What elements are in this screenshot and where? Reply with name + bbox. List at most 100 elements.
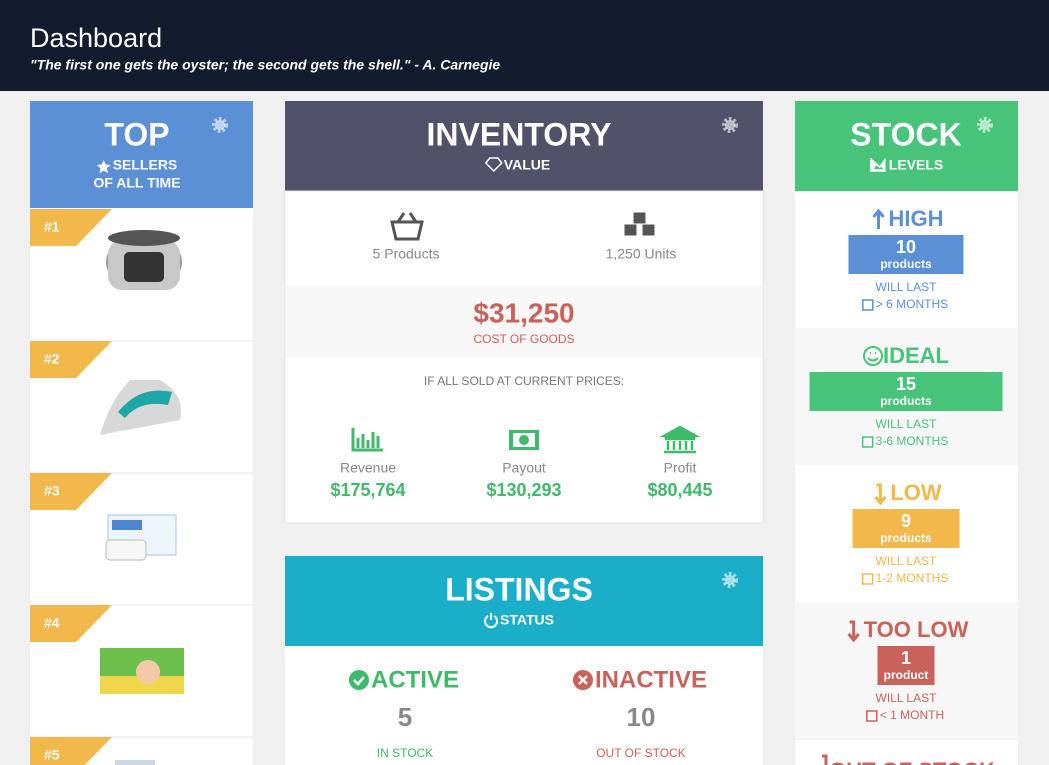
status-count: 5 xyxy=(398,702,412,732)
rank-ribbon xyxy=(30,737,112,765)
shape xyxy=(136,660,160,684)
rank-ribbon xyxy=(30,605,112,642)
settings-icon-core xyxy=(215,120,225,130)
settings-icon-core xyxy=(980,120,990,130)
quote: "The first one gets the oyster; the seco… xyxy=(30,57,500,73)
metric-value: $175,764 xyxy=(330,480,405,500)
calendar-icon xyxy=(862,299,874,311)
star-icon xyxy=(96,160,111,174)
status-label: ACTIVE xyxy=(371,666,459,693)
settings-icon-core xyxy=(725,120,735,130)
diamond-icon xyxy=(484,157,503,173)
settings-icon-core xyxy=(725,575,735,585)
smile-icon xyxy=(863,346,883,366)
diaper-box xyxy=(100,648,184,694)
calendar-icon xyxy=(861,573,874,585)
level-box xyxy=(852,509,960,548)
cost-band xyxy=(286,286,762,358)
level-unit: products xyxy=(880,531,932,545)
stock-subtitle: LEVELS xyxy=(889,157,943,173)
rice-cooker xyxy=(106,230,182,290)
level-count: 15 xyxy=(896,374,916,394)
will-last: WILL LAST xyxy=(876,554,938,568)
arrow-up-icon xyxy=(872,208,885,229)
status-icon-mark xyxy=(353,676,365,686)
basket-icon xyxy=(390,212,424,241)
level-title: LOW xyxy=(890,480,942,505)
bank-icon xyxy=(659,425,701,454)
listings-title: LISTINGS xyxy=(445,571,593,607)
stock-header xyxy=(795,101,1018,191)
status-caption: OUT OF STOCK xyxy=(596,746,686,760)
cube-icon xyxy=(632,211,647,225)
rank-label: #2 xyxy=(44,351,60,367)
metric-value: $130,293 xyxy=(486,480,561,500)
product-count: 5 Products xyxy=(373,246,440,262)
shape xyxy=(108,230,180,246)
rank-label: #5 xyxy=(44,747,60,763)
calendar-icon xyxy=(861,436,874,448)
top-subtitle: SELLERS xyxy=(113,157,178,173)
listings-body xyxy=(285,646,763,765)
inventory-header xyxy=(285,101,763,191)
wipes-pack xyxy=(105,514,177,561)
settings-icon xyxy=(977,117,993,133)
level-section xyxy=(795,740,1018,765)
status-icon-mark xyxy=(578,675,588,685)
page-title: Dashboard xyxy=(30,23,162,53)
note: IF ALL SOLD AT CURRENT PRICES: xyxy=(424,374,624,388)
will-last: WILL LAST xyxy=(876,417,938,431)
listings-subtitle: STATUS xyxy=(500,612,554,628)
status-icon xyxy=(348,670,369,690)
metric-label: Revenue xyxy=(340,460,396,476)
top-title: TOP xyxy=(104,116,169,152)
status-count: 10 xyxy=(627,702,656,732)
shape xyxy=(124,252,164,282)
status-caption: IN STOCK xyxy=(377,746,433,760)
inventory-subtitle: VALUE xyxy=(504,157,550,173)
status-label: INACTIVE xyxy=(595,666,707,693)
level-unit: products xyxy=(880,257,932,271)
arrow-down-icon xyxy=(822,754,828,765)
shape xyxy=(118,390,172,418)
steam-iron xyxy=(100,380,182,435)
power-icon xyxy=(484,613,499,629)
settings-icon xyxy=(722,572,738,588)
level-count: 10 xyxy=(896,237,916,257)
stock-title: STOCK xyxy=(850,116,961,152)
will-last: WILL LAST xyxy=(876,280,938,294)
rank-ribbon xyxy=(30,341,112,378)
unit-count: 1,250 Units xyxy=(606,246,677,262)
arrow-down-icon xyxy=(847,620,860,643)
duration: 1-2 MONTHS xyxy=(876,571,949,585)
rank-label: #4 xyxy=(44,615,60,631)
cost-label: COST OF GOODS xyxy=(473,332,574,346)
level-unit: products xyxy=(880,394,932,408)
shape xyxy=(100,676,184,694)
will-last: WILL LAST xyxy=(876,691,938,705)
cube-icon xyxy=(623,223,638,237)
level-box xyxy=(809,372,1003,411)
out-of-stock-title: OUT OF STOCK xyxy=(829,758,995,765)
level-count: 1 xyxy=(901,648,911,668)
duration: < 1 MONTH xyxy=(880,708,944,722)
header-bar xyxy=(0,0,1049,91)
metric-label: Profit xyxy=(664,460,697,476)
rank-ribbon xyxy=(30,209,112,246)
metric-label: Payout xyxy=(502,460,546,476)
settings-icon xyxy=(212,117,228,133)
top-subtitle-2: OF ALL TIME xyxy=(93,175,180,191)
rank-label: #3 xyxy=(44,483,60,499)
level-title: HIGH xyxy=(889,206,944,231)
settings-icon xyxy=(722,117,738,133)
level-unit: product xyxy=(884,668,929,682)
arrow-down-icon xyxy=(874,483,887,506)
cube-icon xyxy=(641,223,656,237)
product-5 xyxy=(115,760,155,765)
listings-header xyxy=(285,556,763,646)
calendar-icon xyxy=(866,710,878,722)
metric-value: $80,445 xyxy=(647,480,712,500)
level-count: 9 xyxy=(901,511,911,531)
